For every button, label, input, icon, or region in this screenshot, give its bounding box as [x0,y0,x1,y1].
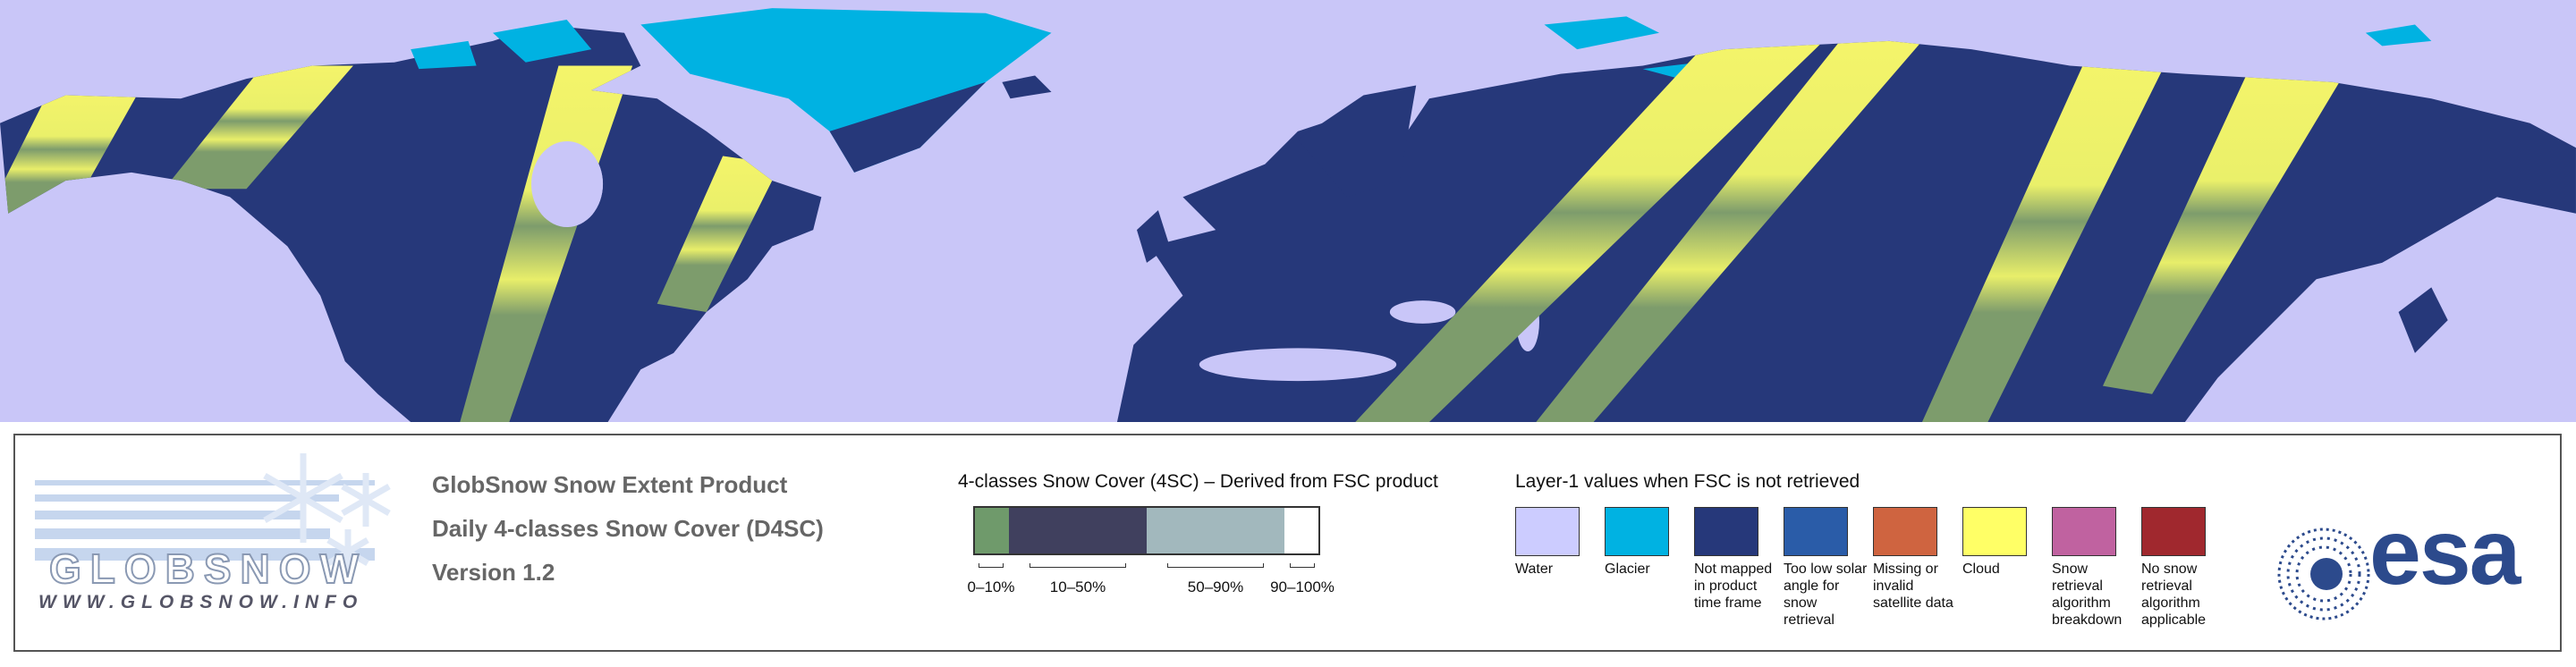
layer1-label: Cloud [1962,561,2000,577]
hudson-bay [531,141,603,227]
product-title-line: GlobSnow Snow Extent Product [432,471,788,498]
layer1-swatch [1962,507,2027,556]
snow-map [0,0,2576,422]
layer1-swatch [1873,507,1937,556]
globsnow-logo [35,453,391,574]
fsc-label: 0–10% [967,578,1015,595]
globsnow-url: WWW.GLOBSNOW.INFO [38,592,364,612]
fsc-label: 50–90% [1187,578,1244,595]
product-title-line: Daily 4-classes Snow Cover (D4SC) [432,515,824,542]
fsc-label: 10–50% [1049,578,1106,595]
fsc-bracket [979,563,1004,568]
fsc-swatch [973,506,1009,555]
globsnow-name: GLOBSNOW [48,545,368,593]
fsc-swatch [1147,506,1284,555]
layer1-swatch [1515,507,1580,556]
product-title-line: Version 1.2 [432,559,555,586]
esa-logo: esa [2369,501,2521,604]
layer1-swatch [1605,507,1669,556]
fsc-bracket [1030,563,1126,568]
layer1-label: Missing or invalid satellite data [1873,561,1953,611]
layer1-swatch [1784,507,1848,556]
layer1-label: Glacier [1605,561,1650,577]
layer1-label: Not mapped in product time frame [1694,561,1773,611]
fsc-swatch [1009,506,1147,555]
fsc-bracket [1290,563,1315,568]
fsc-label: 90–100% [1270,578,1335,595]
layer1-swatch [2141,507,2206,556]
layer1-swatch [1694,507,1758,556]
fsc-bracket [1167,563,1264,568]
layer1-legend-title: Layer-1 values when FSC is not retrieved [1515,471,1860,492]
layer1-label: No snow retrieval algorithm applicable [2141,561,2207,628]
layer1-label: Too low solar angle for snow retrieval [1784,561,1868,628]
fsc-legend-title: 4-classes Snow Cover (4SC) – Derived fro… [958,471,1438,492]
layer1-label: Water [1515,561,1554,577]
layer1-swatch [2052,507,2116,556]
legend-panel: GLOBSNOW WWW.GLOBSNOW.INFO GlobSnow Snow… [13,434,2562,652]
fsc-swatch [1284,506,1320,555]
esa-emblem [2277,528,2370,621]
layer1-label: Snow retrieval algorithm breakdown [2052,561,2123,628]
